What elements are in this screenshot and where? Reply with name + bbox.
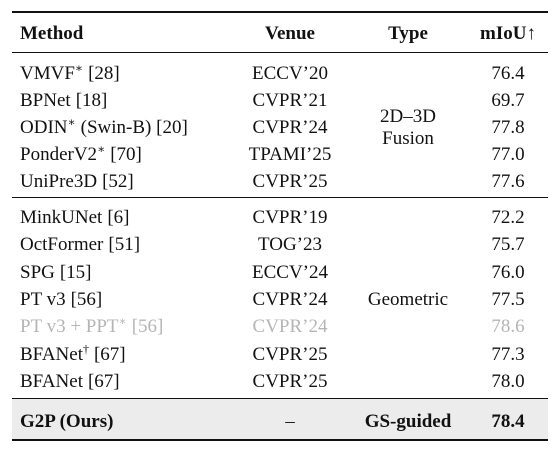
method-cell: ODIN∗ (Swin-B) [20] bbox=[20, 115, 188, 139]
miou-cell: 77.8 bbox=[491, 117, 525, 138]
method-mark: ∗ bbox=[118, 314, 127, 329]
type-cell: Fusion bbox=[382, 128, 434, 149]
miou-cell: 76.0 bbox=[491, 261, 525, 283]
venue-cell: CVPR’21 bbox=[252, 90, 328, 111]
method-cell: PT v3 [56] bbox=[20, 289, 102, 311]
method-ref: [56] bbox=[131, 316, 164, 338]
miou-cell: 75.7 bbox=[491, 234, 525, 256]
method-cell: OctFormer [51] bbox=[20, 234, 140, 256]
method-ref: [6] bbox=[107, 207, 130, 228]
venue-cell: TOG’23 bbox=[257, 234, 323, 256]
method-ref: [18] bbox=[75, 90, 108, 111]
method-ref: [15] bbox=[59, 261, 92, 283]
miou-cell: 77.6 bbox=[491, 171, 525, 192]
method-cell: BFANet [67] bbox=[20, 371, 120, 393]
method-cell: BFANet† [67] bbox=[20, 341, 126, 366]
method-ref: [56] bbox=[70, 288, 103, 310]
method-mark: † bbox=[82, 341, 89, 356]
miou-cell: 76.4 bbox=[491, 63, 525, 84]
miou-cell: 78.0 bbox=[491, 370, 525, 392]
method-name: BPNet bbox=[20, 90, 71, 111]
method-ref: [52] bbox=[102, 171, 134, 192]
method-name: PT v3 + PPT bbox=[20, 316, 119, 338]
method-cell: MinkUNet [6] bbox=[20, 207, 129, 229]
highlight-row bbox=[12, 399, 548, 439]
miou-cell: 72.2 bbox=[491, 207, 525, 228]
top-rule bbox=[12, 11, 548, 13]
bottom-rule bbox=[12, 439, 548, 441]
method-mark: ∗ bbox=[74, 61, 84, 75]
venue-cell: CVPR’19 bbox=[252, 207, 328, 228]
header-rule bbox=[12, 52, 548, 53]
type-cell: 2D–3D bbox=[380, 106, 436, 127]
method-cell: SPG [15] bbox=[20, 262, 92, 284]
venue-cell: TPAMI’25 bbox=[248, 144, 332, 165]
method-name: UniPre3D bbox=[20, 171, 98, 192]
header-cell: mIoU↑ bbox=[480, 23, 536, 44]
type-cell: Geometric bbox=[367, 288, 449, 310]
miou-cell: 78.6 bbox=[491, 316, 525, 338]
miou-cell: 78.4 bbox=[491, 411, 525, 432]
method-cell: BPNet [18] bbox=[20, 90, 107, 112]
venue-cell: CVPR’24 bbox=[252, 316, 328, 338]
method-ref: [67] bbox=[93, 343, 126, 365]
venue-cell: ECCV’24 bbox=[252, 261, 328, 283]
miou-cell: 77.0 bbox=[491, 144, 525, 165]
method-mark: ∗ bbox=[67, 115, 76, 129]
method-ref: (Swin-B) [20] bbox=[80, 117, 188, 138]
venue-cell: ECCV’20 bbox=[252, 63, 328, 84]
venue-cell: CVPR’25 bbox=[252, 370, 328, 392]
group-rule bbox=[12, 398, 548, 399]
method-name: PT v3 bbox=[20, 288, 66, 310]
group-rule bbox=[12, 197, 548, 198]
method-ref: [28] bbox=[88, 63, 120, 84]
header-cell: Venue bbox=[265, 23, 315, 44]
venue-cell: CVPR’25 bbox=[252, 171, 328, 192]
method-mark: ∗ bbox=[97, 142, 106, 156]
miou-cell: 77.5 bbox=[491, 288, 525, 310]
miou-cell: 77.3 bbox=[491, 343, 525, 365]
venue-cell: CVPR’25 bbox=[252, 343, 328, 365]
method-name: VMVF bbox=[20, 63, 75, 84]
header-cell: Type bbox=[388, 23, 428, 44]
method-name: MinkUNet bbox=[20, 207, 103, 228]
method-cell: VMVF∗ [28] bbox=[20, 61, 120, 85]
method-name: BFANet bbox=[20, 343, 83, 365]
method-ref: [67] bbox=[87, 370, 120, 392]
method-name: SPG bbox=[20, 261, 55, 283]
method-name: OctFormer bbox=[20, 234, 104, 256]
method-ref: [70] bbox=[110, 144, 142, 165]
method-name: PonderV2 bbox=[20, 144, 98, 165]
miou-cell: 69.7 bbox=[491, 90, 525, 111]
method-cell: PT v3 + PPT∗ [56] bbox=[20, 314, 164, 338]
venue-cell: – bbox=[285, 411, 295, 432]
method-cell: UniPre3D [52] bbox=[20, 171, 134, 193]
venue-cell: CVPR’24 bbox=[252, 288, 328, 310]
method-name: ODIN bbox=[20, 117, 68, 138]
venue-cell: CVPR’24 bbox=[252, 117, 328, 138]
header-cell: Method bbox=[20, 23, 84, 44]
method-name: BFANet bbox=[20, 370, 83, 392]
method-cell: G2P (Ours) bbox=[20, 411, 114, 432]
type-cell: GS-guided bbox=[364, 411, 452, 432]
method-cell: PonderV2∗ [70] bbox=[20, 142, 142, 166]
method-ref: [51] bbox=[108, 234, 141, 256]
